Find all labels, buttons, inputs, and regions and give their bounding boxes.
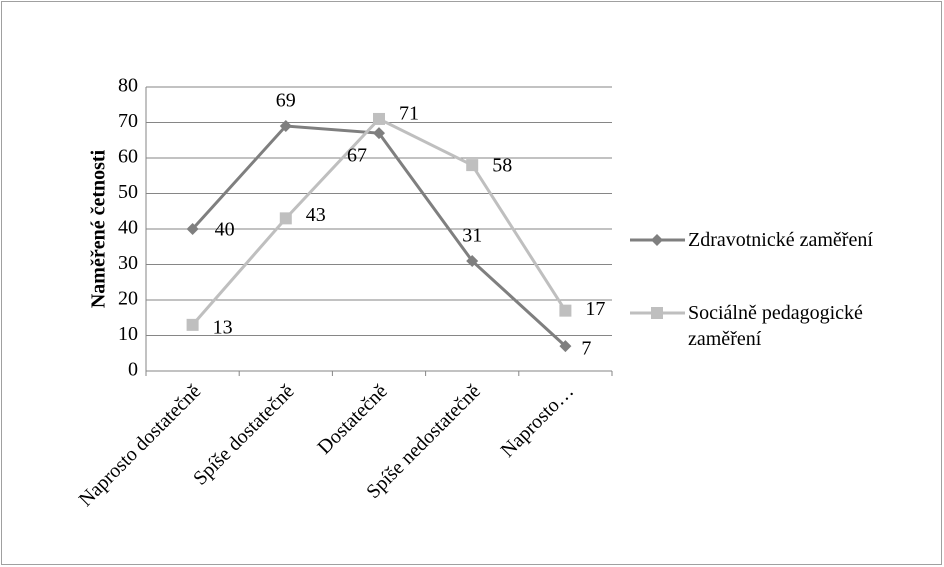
point-marker [186,318,199,331]
y-axis-title: Naměřené četnosti [88,149,110,308]
data-label: 31 [462,225,482,247]
point-marker [559,304,572,317]
data-label: 40 [215,219,235,241]
data-label: 13 [213,316,233,338]
data-label: 7 [581,338,591,360]
point-marker [186,223,199,235]
point-marker [373,112,385,125]
point-marker [279,120,292,133]
legend-label: Sociálně pedagogické zaměření [688,302,863,350]
point-marker [559,340,572,353]
data-label: 43 [306,204,326,226]
y-tick-label: 60 [118,146,138,168]
data-label: 69 [276,90,296,112]
legend-item: Zdravotnické zaměření [688,229,873,251]
data-label: 58 [492,155,512,177]
y-tick-label: 0 [128,359,138,381]
data-label: 71 [399,103,419,125]
legend-label: Zdravotnické zaměření [688,229,873,251]
legend-item: Sociálně pedagogické zaměření [688,302,863,350]
y-tick-label: 20 [118,288,138,310]
point-marker [279,212,292,225]
y-tick-label: 70 [118,110,138,132]
y-tick-label: 10 [118,323,138,345]
legend-marker [651,234,663,246]
data-label: 17 [585,298,605,320]
point-marker [373,127,385,140]
y-tick-label: 50 [118,181,138,203]
y-tick-label: 40 [118,217,138,239]
point-marker [466,254,479,267]
y-tick-label: 80 [118,75,138,97]
point-marker [466,159,479,172]
legend-marker [651,307,663,319]
y-tick-label: 30 [118,252,138,274]
data-label: 67 [347,145,367,167]
